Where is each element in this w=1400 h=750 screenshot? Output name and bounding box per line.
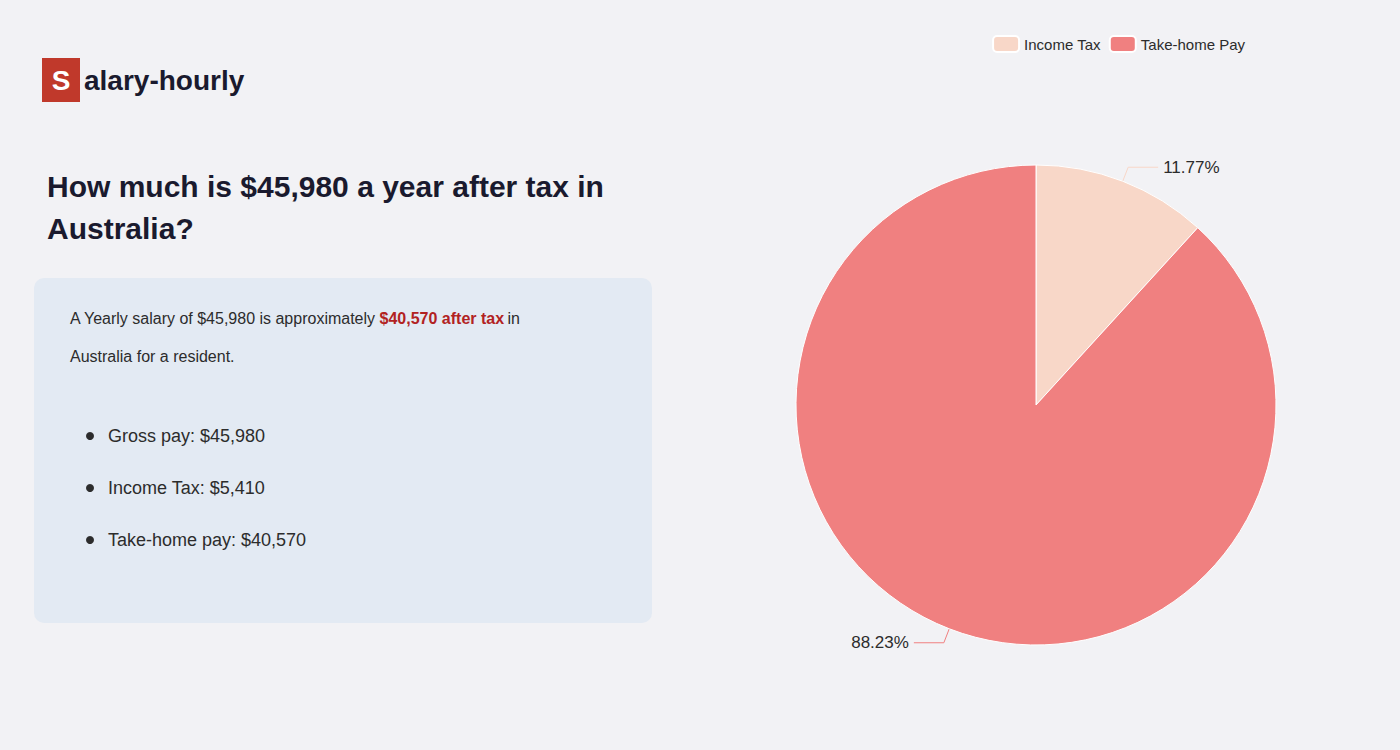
svg-text:88.23%: 88.23% (851, 633, 909, 652)
svg-text:in: in (507, 310, 519, 327)
svg-text:Australia?: Australia? (47, 212, 194, 245)
svg-text:Take-home Pay: Take-home Pay (1141, 36, 1246, 53)
svg-text:How much is $45,980 a year aft: How much is $45,980 a year after tax in (47, 170, 612, 203)
svg-text:A Yearly salary of $45,980 is: A Yearly salary of $45,980 is approximat… (70, 310, 375, 327)
svg-text:S: S (52, 65, 71, 96)
svg-text:Take-home pay: $40,570: Take-home pay: $40,570 (108, 530, 306, 550)
svg-text:$40,570 after tax: $40,570 after tax (380, 310, 505, 327)
svg-text:alary-hourly: alary-hourly (84, 65, 245, 96)
svg-text:Income Tax: Income Tax (1024, 36, 1101, 53)
svg-text:Income Tax: $5,410: Income Tax: $5,410 (108, 478, 265, 498)
svg-text:11.77%: 11.77% (1163, 158, 1219, 177)
svg-text:Australia for a resident.: Australia for a resident. (70, 348, 235, 365)
svg-text:Gross pay: $45,980: Gross pay: $45,980 (108, 426, 265, 446)
